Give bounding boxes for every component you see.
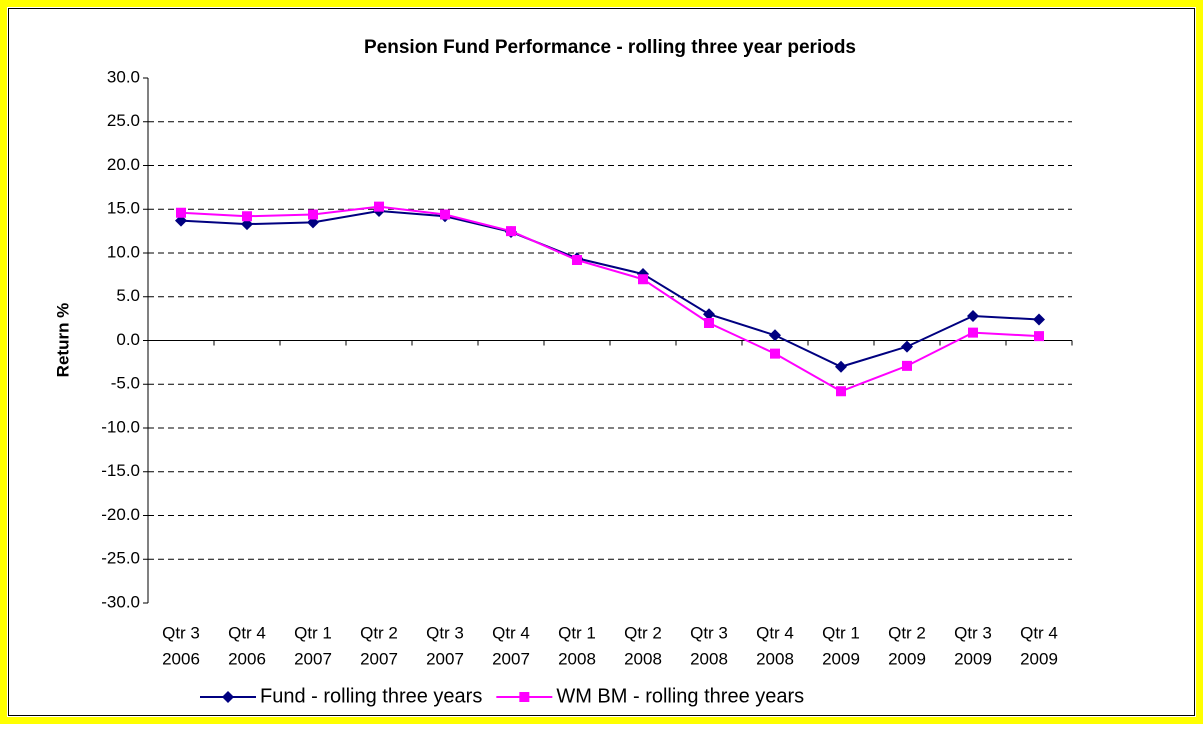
data-point (835, 360, 847, 373)
legend-marker (222, 691, 234, 703)
data-point (901, 340, 913, 353)
y-tick-label: 0.0 (116, 330, 140, 349)
x-tick-label: Qtr 3 (426, 623, 464, 642)
y-tick-label: 10.0 (107, 242, 140, 261)
y-tick-label: -10.0 (101, 417, 140, 436)
data-point (572, 255, 582, 265)
x-tick-label: Qtr 3 (690, 623, 728, 642)
x-tick-label: Qtr 2 (888, 623, 926, 642)
x-tick-label: Qtr 2 (360, 623, 398, 642)
data-point (374, 201, 384, 212)
x-tick-label: 2008 (624, 649, 662, 668)
x-tick-label: Qtr 3 (162, 623, 200, 642)
series-line (180, 209, 1040, 368)
data-point (769, 329, 781, 342)
y-axis-title: Return % (53, 303, 72, 378)
data-point (1034, 331, 1044, 342)
data-point (770, 348, 780, 359)
x-tick-label: Qtr 4 (228, 623, 266, 642)
legend-label: Fund - rolling three years (260, 685, 482, 707)
x-tick-label: Qtr 3 (954, 623, 992, 642)
x-tick-label: 2006 (228, 649, 266, 668)
x-tick-label: 2009 (1020, 649, 1058, 668)
data-point (967, 310, 979, 322)
x-tick-label: 2008 (690, 649, 728, 668)
x-tick-label: 2009 (822, 649, 860, 668)
data-point (638, 274, 648, 285)
x-tick-label: Qtr 1 (822, 623, 860, 642)
y-tick-label: 20.0 (107, 155, 140, 174)
x-tick-label: Qtr 4 (756, 623, 794, 642)
x-tick-label: 2007 (492, 649, 530, 668)
x-tick-label: Qtr 2 (624, 623, 662, 642)
x-tick-label: 2007 (294, 649, 332, 668)
x-tick-label: Qtr 4 (492, 623, 530, 642)
chart-title: Pension Fund Performance - rolling three… (364, 37, 856, 58)
y-tick-label: -5.0 (111, 374, 140, 393)
y-tick-label: 5.0 (116, 286, 140, 305)
data-point (308, 209, 318, 220)
data-point (704, 318, 714, 328)
y-tick-label: -25.0 (101, 549, 140, 568)
x-tick-label: 2008 (756, 649, 794, 668)
data-point (506, 226, 516, 237)
data-point (902, 360, 912, 371)
y-tick-label: -30.0 (101, 592, 140, 611)
x-tick-label: 2007 (360, 649, 398, 668)
data-point (440, 209, 450, 220)
data-point (968, 327, 978, 338)
x-tick-label: Qtr 4 (1020, 623, 1058, 642)
series-line (180, 205, 1040, 393)
x-tick-label: 2007 (426, 649, 464, 668)
y-tick-label: 30.0 (107, 67, 140, 86)
x-tick-label: 2009 (888, 649, 926, 668)
y-tick-label: -15.0 (101, 461, 140, 480)
data-point (836, 386, 846, 397)
data-point (1033, 313, 1045, 326)
data-point (703, 308, 715, 321)
chart-border (8, 8, 1195, 716)
x-tick-label: Qtr 1 (558, 623, 596, 642)
y-tick-label: 25.0 (107, 111, 140, 130)
legend-marker (519, 692, 530, 702)
x-tick-label: 2006 (162, 649, 200, 668)
x-tick-label: 2009 (954, 649, 992, 668)
x-tick-label: Qtr 1 (294, 623, 332, 642)
data-point (176, 207, 186, 218)
data-point (242, 211, 252, 222)
x-tick-label: 2008 (558, 649, 596, 668)
y-tick-label: -20.0 (101, 505, 140, 524)
y-tick-label: 15.0 (107, 199, 140, 218)
legend-label: WM BM - rolling three years (556, 685, 804, 707)
